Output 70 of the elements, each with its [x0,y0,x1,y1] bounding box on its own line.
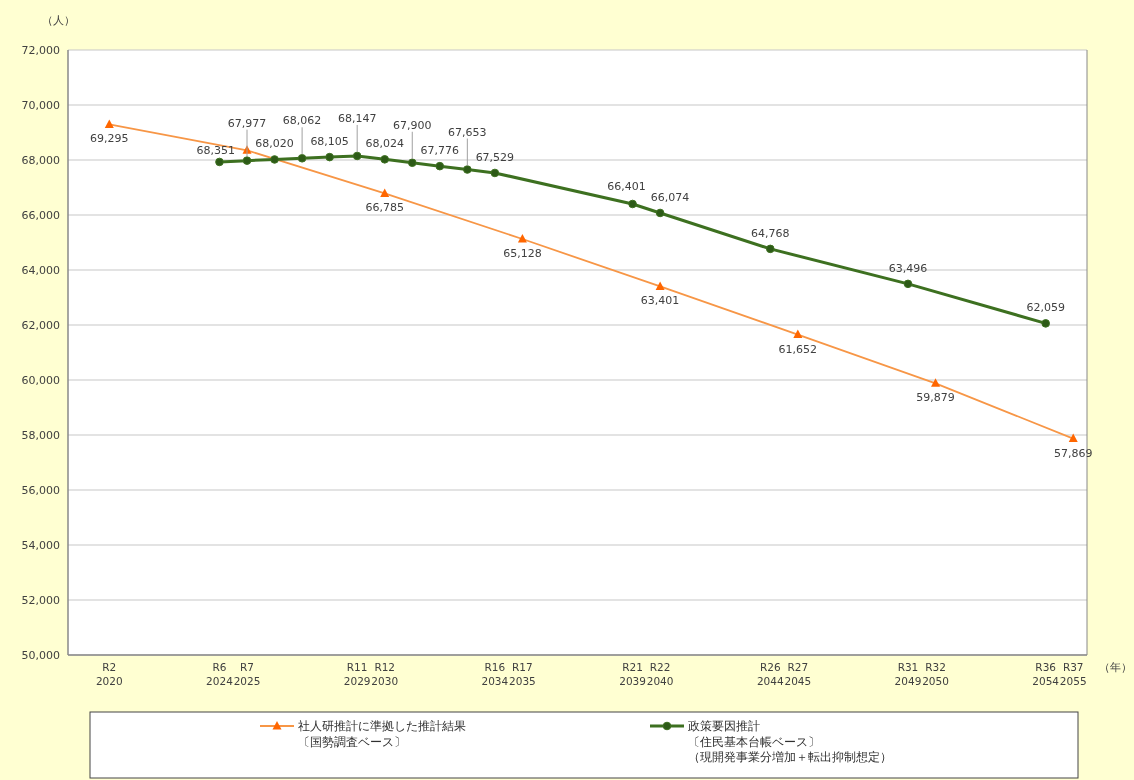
data-label: 66,401 [607,179,646,193]
x-tick-label: R37 2055 [1059,661,1087,687]
y-tick-label: 66,000 [21,209,60,222]
x-tick-label: R27 2045 [784,661,812,687]
data-label: 63,496 [888,261,928,275]
y-tick-label: 52,000 [21,594,60,607]
data-label: 63,401 [640,294,680,308]
y-tick-label: 70,000 [21,99,60,112]
y-tick-label: 50,000 [21,649,60,662]
point [628,199,637,209]
data-label: 62,059 [1026,301,1065,315]
data-label: 66,785 [365,201,404,215]
x-tick-label: R17 2035 [509,661,536,687]
x-tick-label: R22 2040 [646,661,674,687]
data-label: 65,128 [503,246,542,260]
y-tick-label: 54,000 [21,539,60,552]
y-tick-label: 58,000 [21,429,60,442]
data-label: 67,900 [393,118,432,132]
y-tick-label: 72,000 [21,44,60,57]
data-label: 68,147 [337,111,377,125]
y-tick-label: 68,000 [21,154,60,167]
data-label: 68,105 [310,135,349,149]
x-axis-title: （年） [1098,661,1132,673]
data-label: 66,074 [650,190,690,204]
point [903,279,913,289]
data-label: 61,652 [778,342,818,356]
x-tick-label: R11 2029 [343,661,371,687]
legend-label: 政策要因推計〔住民基本台帳ベース〕（現開発事業分増加＋転出抑制想定） [688,719,892,765]
point [655,208,665,218]
x-tick-label: R31 2049 [894,661,922,687]
y-axis-title: （人） [41,14,75,27]
point [242,156,252,165]
data-label: 57,869 [1053,446,1093,460]
x-tick-label: R26 2044 [756,661,784,687]
x-tick-label: R12 2030 [371,661,399,687]
point [407,158,417,168]
legend-label: 社人研推計に準拠した推計結果〔国勢調査ベース〕 [298,719,466,749]
x-tick-label: R32 2050 [922,661,949,687]
point [380,155,390,164]
x-tick-label: R16 2034 [481,661,509,687]
x-tick-label: R2 2020 [95,661,123,687]
data-label: 64,768 [751,226,790,240]
x-tick-label: R7 2025 [233,661,261,687]
data-label: 67,529 [475,150,515,164]
point [297,153,307,163]
data-label: 68,351 [196,144,236,158]
point [463,165,472,174]
x-tick-label: R36 2054 [1032,661,1060,687]
point [490,168,500,178]
data-label: 67,653 [448,125,487,139]
point [215,157,224,167]
data-label: 68,062 [282,114,322,128]
y-tick-label: 56,000 [21,484,60,497]
data-label: 67,977 [227,116,267,130]
point [765,244,775,254]
point [1041,319,1050,328]
y-tick-label: 60,000 [21,374,60,387]
data-label: 69,295 [90,132,129,146]
point [352,151,362,161]
y-tick-label: 64,000 [21,264,60,277]
y-tick-label: 62,000 [21,319,60,332]
data-label: 59,879 [916,391,955,405]
data-label: 68,024 [365,137,404,151]
point [270,155,279,164]
point [325,152,334,162]
data-label: 68,020 [255,137,294,151]
point [435,161,445,171]
x-tick-label: R21 2039 [619,661,646,687]
data-label: 67,776 [420,144,460,158]
x-tick-label: R6 2024 [206,661,234,687]
